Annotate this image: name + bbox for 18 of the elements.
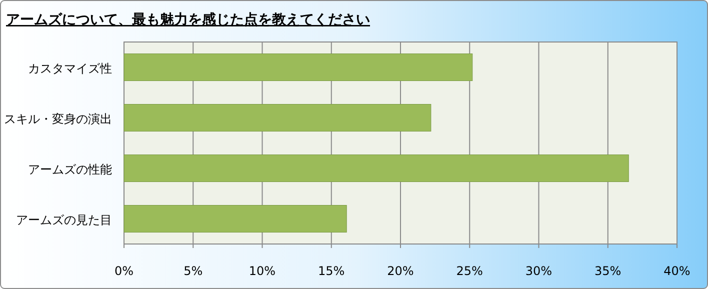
x-tick-label: 15% [318,264,345,278]
x-tick-label: 35% [594,264,622,278]
bar [124,54,473,81]
y-tick-label: カスタマイズ性 [28,61,112,76]
x-tick-label: 0% [114,264,134,278]
x-tick-label: 20% [387,264,414,278]
y-tick-label: スキル・変身の演出 [4,112,112,126]
y-tick-label: アームズの性能 [28,162,112,176]
x-tick-label: 25% [456,264,483,278]
y-tick-label: アームズの見た目 [16,212,112,227]
x-tick-label: 30% [525,264,552,278]
x-tick-label: 40% [664,264,690,278]
x-tick-label: 5% [184,264,203,278]
bar [124,104,432,132]
x-tick-label: 10% [248,264,276,278]
bar [124,154,629,182]
chart-title: アームズについて、最も魅力を感じた点を教えてください [6,12,370,28]
bar [124,205,347,232]
